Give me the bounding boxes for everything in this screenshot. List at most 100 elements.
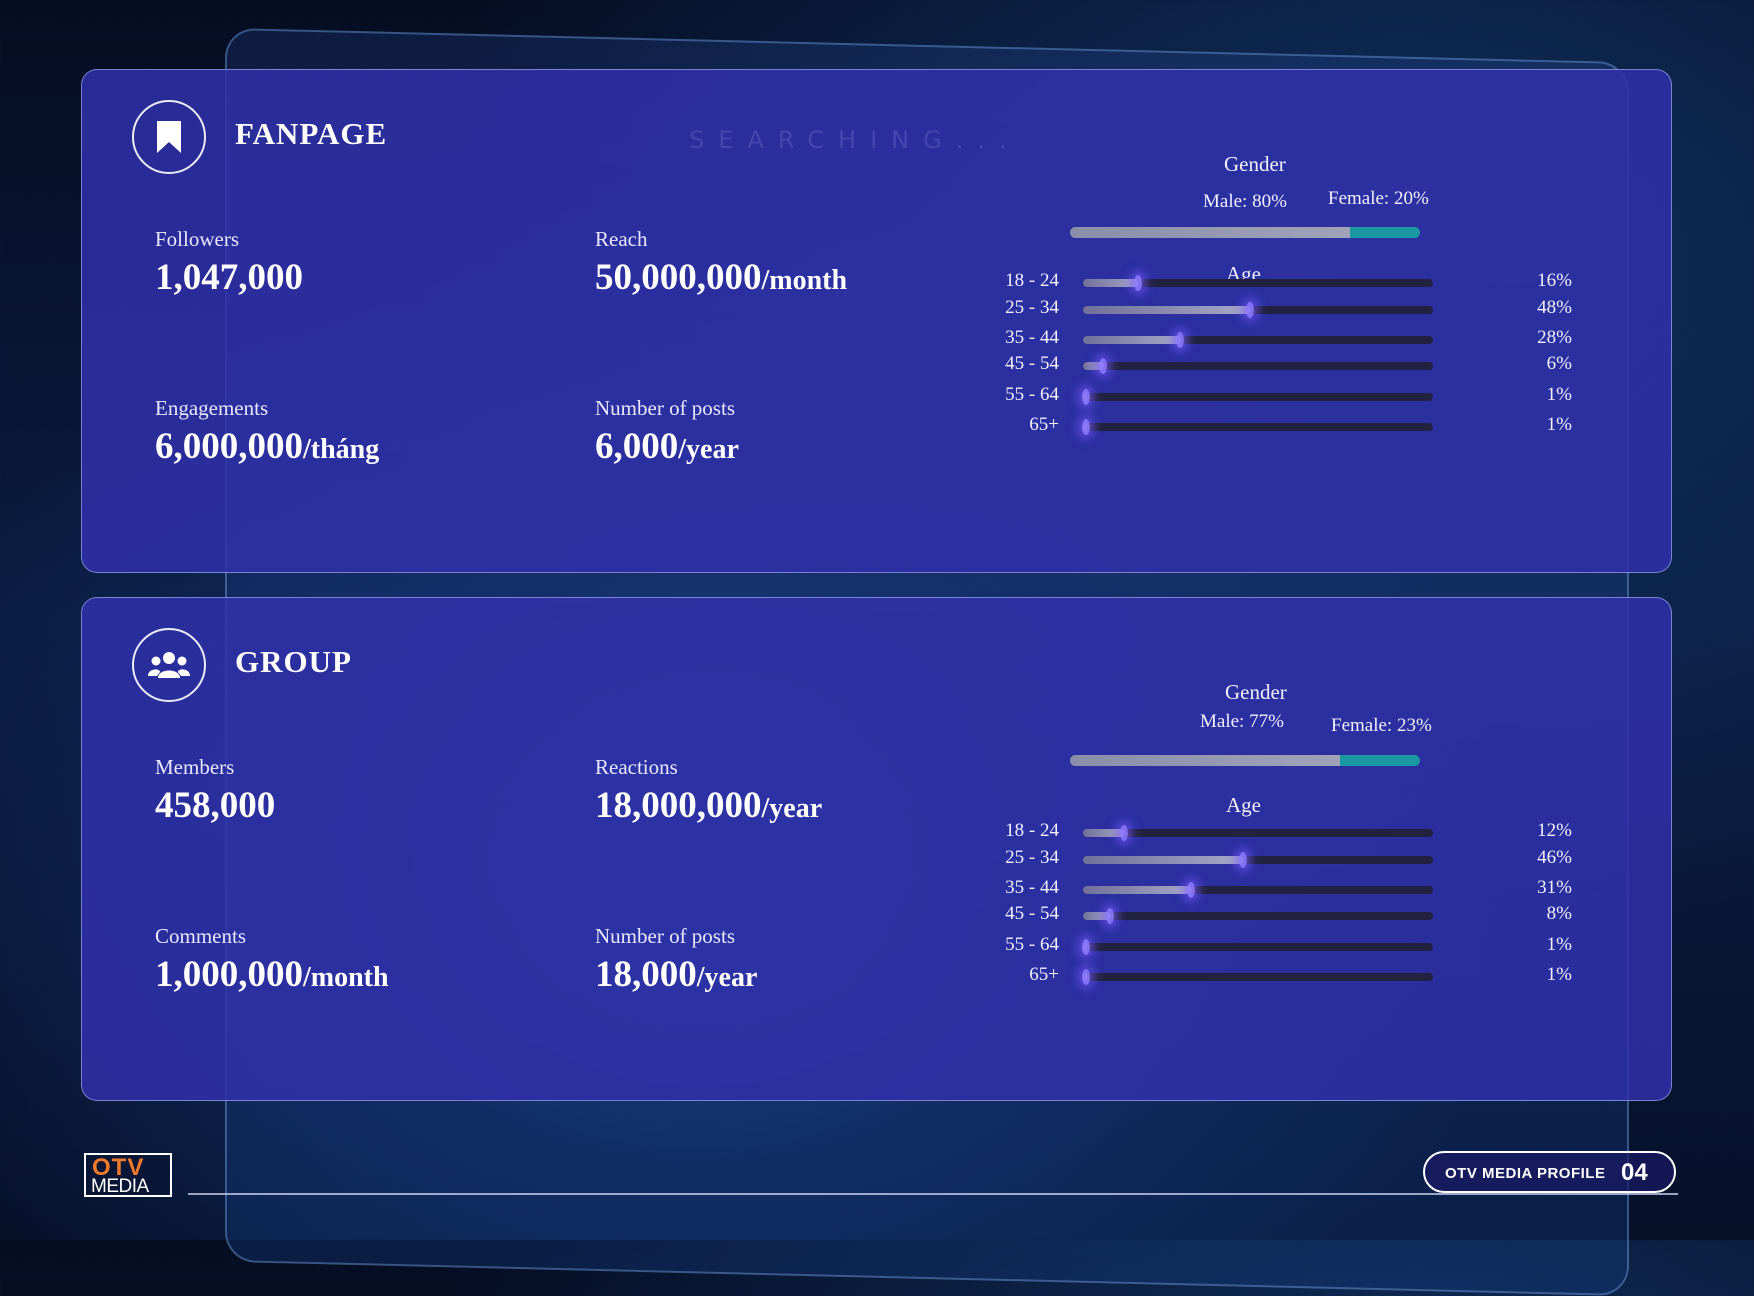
stat-value: 1,047,000 [155,257,303,298]
age-percent-label: 48% [1537,297,1572,318]
age-bar-track [1081,969,1433,985]
age-row: 35 - 44 28% [82,327,1682,353]
stat-posts: Number of posts 6,000/year [595,396,739,468]
bookmark-icon [132,100,206,174]
age-bar-fill [1083,332,1184,348]
stat-members: Members 458,000 [155,755,275,827]
male-label: Male: 80% [1203,191,1287,212]
page-badge: OTV MEDIA PROFILE 04 [1423,1151,1676,1193]
male-bar-fill [1070,227,1350,238]
age-row: 45 - 54 6% [82,353,1682,379]
stat-reactions: Reactions 18,000,000/year [595,755,822,827]
age-bar-fill [1081,419,1089,435]
age-bar-track [1083,852,1433,868]
gender-title: Gender [1224,152,1286,176]
age-range-label: 45 - 54 [1005,353,1059,374]
age-bar-track [1083,825,1433,841]
gender-title: Gender [1225,680,1287,704]
users-icon [132,628,206,702]
group-card: GROUP Members 458,000 Reactions 18,000,0… [81,597,1672,1101]
logo-text-top: OTV [92,1154,145,1181]
age-bar-fill [1081,969,1089,985]
age-bar-track [1083,275,1433,291]
age-bar-track [1083,332,1433,348]
stat-value: 6,000/year [595,426,739,467]
age-bar-fill [1083,852,1247,868]
age-range-label: 65+ [1029,414,1059,435]
age-bar-track [1083,908,1433,924]
gender-bar [1070,227,1420,238]
stat-posts: Number of posts 18,000/year [595,924,757,996]
age-row: 55 - 64 1% [82,384,1682,410]
stat-engagements: Engagements 6,000,000/tháng [155,396,379,468]
age-range-label: 18 - 24 [1005,820,1059,841]
age-bar-fill [1083,908,1114,924]
age-percent-label: 12% [1537,820,1572,841]
age-bar-fill [1083,825,1128,841]
age-bar-track [1081,939,1433,955]
age-range-label: 55 - 64 [1005,384,1059,405]
age-row: 55 - 64 1% [82,934,1682,960]
age-bar-track [1081,419,1433,435]
age-row: 25 - 34 48% [82,297,1682,323]
footer-divider [188,1193,1678,1195]
age-range-label: 45 - 54 [1005,903,1059,924]
age-range-label: 25 - 34 [1005,847,1059,868]
stat-value: 458,000 [155,785,276,826]
age-row: 45 - 54 8% [82,903,1682,929]
age-range-label: 18 - 24 [1005,270,1059,291]
age-bar-fill [1081,939,1089,955]
age-row: 65+ 1% [82,964,1682,990]
age-row: 18 - 24 16% [82,270,1682,296]
age-title: Age [1226,793,1261,817]
age-row: 65+ 1% [82,414,1682,440]
stat-value: 1,000,000/month [155,954,389,995]
age-percent-label: 8% [1546,903,1572,924]
age-bar-track [1083,302,1433,318]
male-bar-fill [1070,755,1340,766]
age-range-label: 55 - 64 [1005,934,1059,955]
age-row: 18 - 24 12% [82,820,1682,846]
age-percent-label: 16% [1537,270,1572,291]
age-bar-fill [1081,389,1089,405]
age-percent-label: 28% [1537,327,1572,348]
stat-label: Engagements [155,396,269,420]
female-label: Female: 20% [1328,188,1429,209]
age-percent-label: 46% [1537,847,1572,868]
stat-value: 50,000,000/month [595,257,848,298]
stat-label: Members [155,755,235,779]
age-bar-fill [1083,882,1194,898]
age-percent-label: 6% [1546,353,1572,374]
female-label: Female: 23% [1331,715,1432,736]
age-row: 25 - 34 46% [82,847,1682,873]
age-percent-label: 1% [1546,964,1572,985]
age-range-label: 35 - 44 [1005,877,1059,898]
gender-bar [1070,755,1420,766]
age-percent-label: 1% [1546,414,1572,435]
section-title-fanpage: FANPAGE [235,116,388,151]
badge-text: OTV MEDIA PROFILE [1445,1165,1606,1182]
age-bar-track [1081,389,1433,405]
age-percent-label: 1% [1546,384,1572,405]
stat-label: Reactions [595,755,678,779]
stat-label: Comments [155,924,247,948]
stat-value: 6,000,000/tháng [155,426,380,467]
age-row: 35 - 44 31% [82,877,1682,903]
age-percent-label: 31% [1537,877,1572,898]
age-bar-track [1083,882,1433,898]
age-bar-track [1083,358,1433,374]
stat-label: Followers [155,227,239,251]
stat-value: 18,000,000/year [595,785,823,826]
fanpage-card: SEARCHING... FANPAGE Followers 1,047,000… [81,69,1672,573]
stat-label: Number of posts [595,396,735,420]
stat-followers: Followers 1,047,000 [155,227,303,299]
page-number: 04 [1621,1159,1648,1186]
stat-reach: Reach 50,000,000/month [595,227,847,299]
stat-label: Number of posts [595,924,735,948]
male-label: Male: 77% [1200,711,1284,732]
stat-value: 18,000/year [595,954,758,995]
logo-text-bottom: MEDIA [91,1176,149,1197]
age-range-label: 25 - 34 [1005,297,1059,318]
background-watermark: SEARCHING... [689,126,1021,154]
age-range-label: 35 - 44 [1005,327,1059,348]
